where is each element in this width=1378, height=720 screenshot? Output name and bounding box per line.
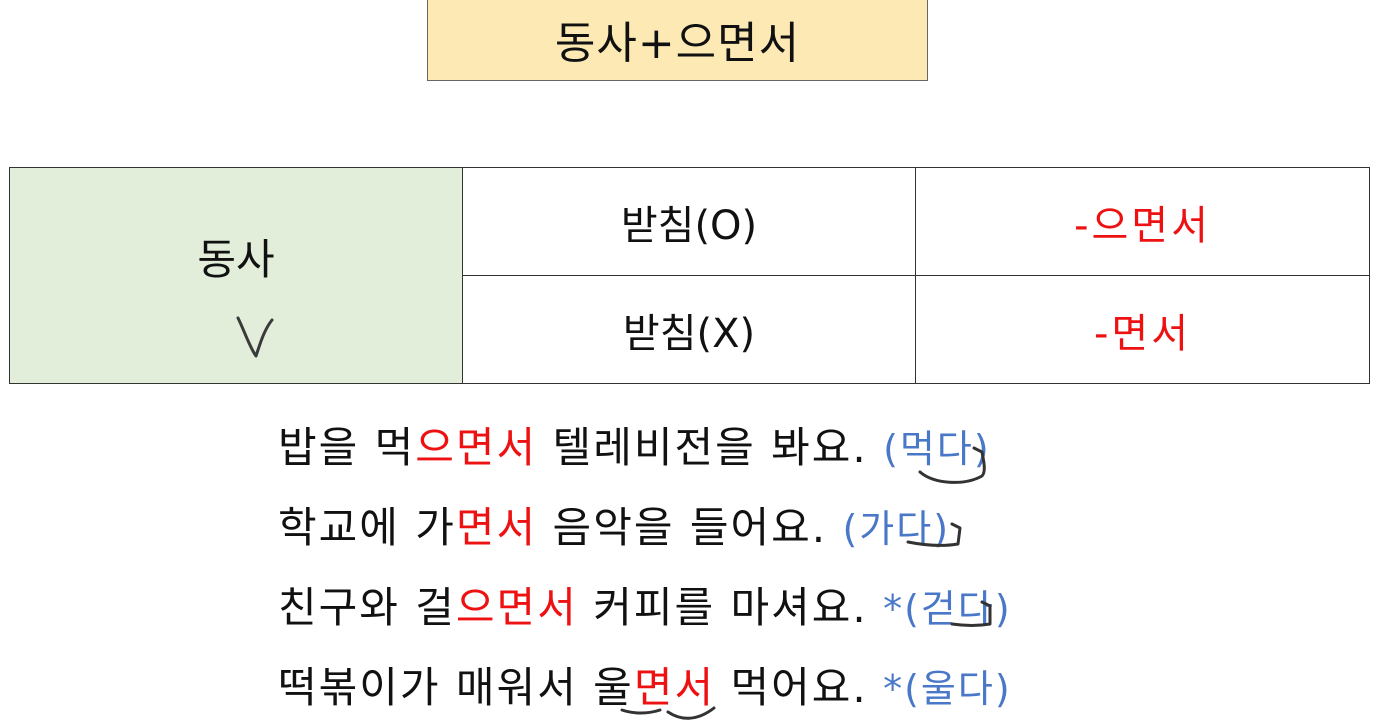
sentence-rest: 텔레비전을 봐요. bbox=[537, 423, 884, 472]
sentence-stem: 밥을 먹 bbox=[278, 423, 416, 472]
handwritten-underline-icon bbox=[918, 446, 986, 484]
ending-highlight: 으면서 bbox=[455, 583, 578, 632]
sentence-rest: 커피를 마셔요. bbox=[577, 583, 884, 632]
page-title: 동사+으면서 bbox=[554, 17, 801, 69]
condition-cell: 받침(X) bbox=[462, 275, 916, 384]
verb-category-label: 동사 bbox=[197, 235, 275, 284]
form-cell: -면서 bbox=[915, 275, 1370, 384]
handwritten-bracket-icon bbox=[950, 600, 992, 627]
sentence-rest: 먹어요. bbox=[715, 663, 884, 712]
ending-highlight: 면서 bbox=[633, 663, 716, 712]
table-row: 받침(X) -면서 bbox=[10, 275, 1370, 384]
title-box: 동사+으면서 bbox=[427, 0, 928, 81]
base-verb: (먹다) bbox=[883, 427, 991, 471]
grammar-table: 동사 받침(O) -으면서 받침(X) -면서 bbox=[9, 167, 1370, 384]
example-sentence: 학교에 가면서 음악을 들어요. (가다) bbox=[278, 488, 1158, 568]
example-sentence: 밥을 먹으면서 텔레비전을 봐요. (먹다) bbox=[278, 408, 1158, 488]
sentence-stem: 떡볶이가 매워서 울 bbox=[278, 663, 634, 712]
handwritten-check-icon bbox=[236, 316, 274, 358]
example-list: 밥을 먹으면서 텔레비전을 봐요. (먹다) 학교에 가면서 음악을 들어요. … bbox=[278, 408, 1158, 720]
table-row: 동사 받침(O) -으면서 bbox=[9, 167, 1370, 384]
sentence-stem: 학교에 가 bbox=[278, 503, 456, 552]
form-cell: -으면서 bbox=[915, 167, 1370, 276]
handwritten-underline-icon bbox=[620, 706, 716, 720]
ending-highlight: 면서 bbox=[455, 503, 538, 552]
sentence-stem: 친구와 걸 bbox=[278, 583, 456, 632]
sentence-rest: 음악을 들어요. bbox=[537, 503, 843, 552]
ending-highlight: 으면서 bbox=[415, 423, 538, 472]
example-sentence: 떡볶이가 매워서 울면서 먹어요. *(울다) bbox=[278, 648, 1158, 720]
example-sentence: 친구와 걸으면서 커피를 마셔요. *(걷다) bbox=[278, 568, 1158, 648]
verb-category-cell: 동사 bbox=[9, 167, 463, 384]
handwritten-bracket-icon bbox=[906, 522, 962, 547]
base-verb: *(울다) bbox=[883, 667, 1012, 711]
condition-cell: 받침(O) bbox=[462, 167, 916, 276]
